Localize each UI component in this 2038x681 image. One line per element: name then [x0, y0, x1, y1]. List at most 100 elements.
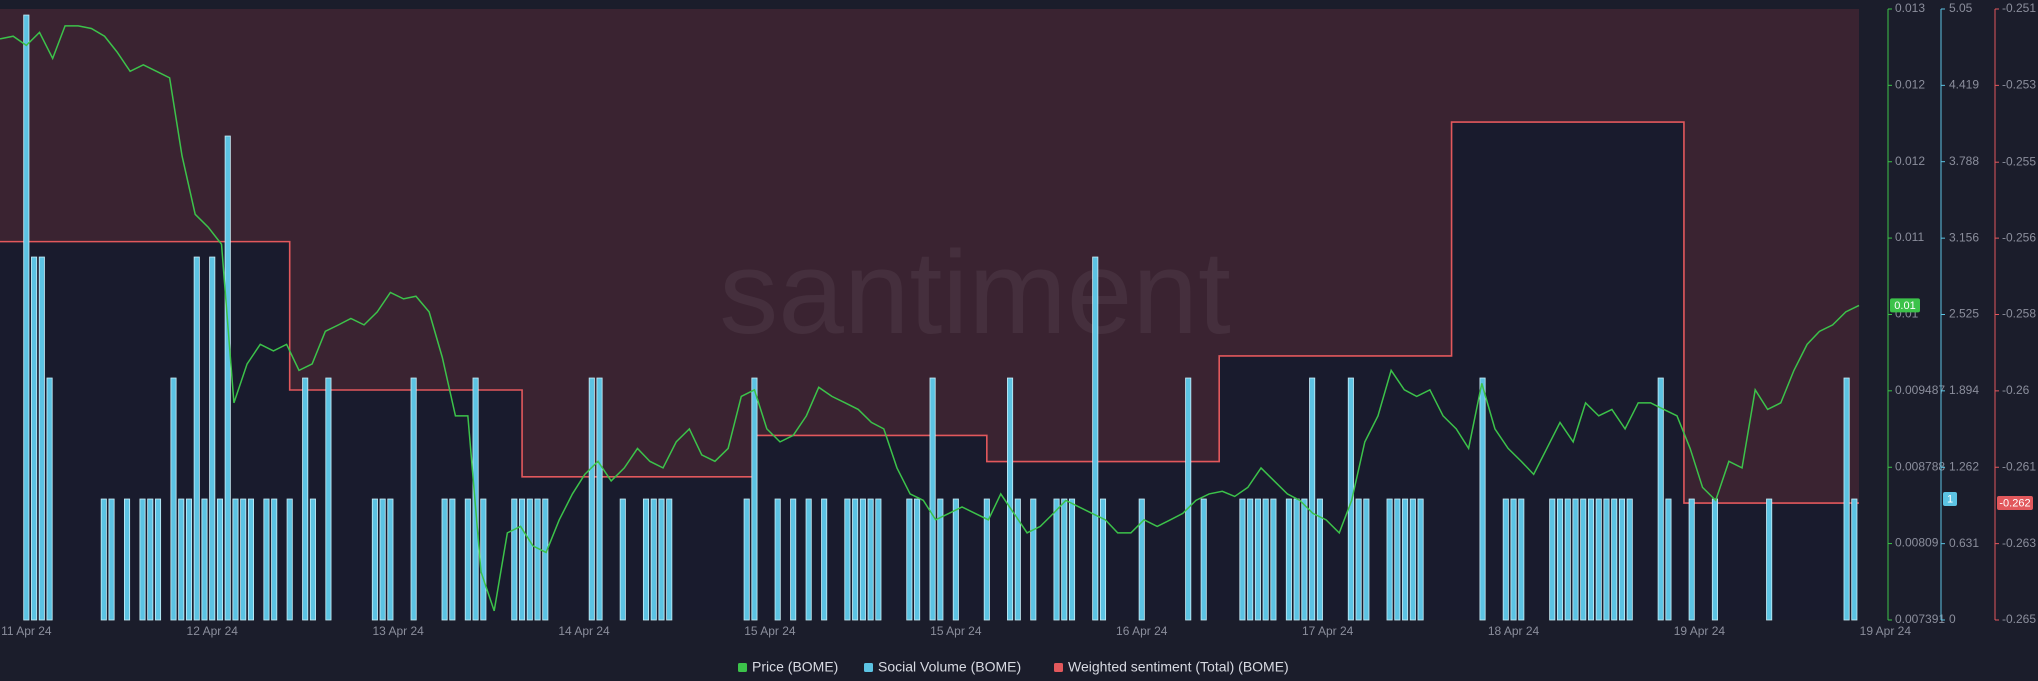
y-tick-label: 0.011	[1895, 230, 1924, 244]
value-badge-label: 1	[1947, 493, 1953, 505]
volume-bar	[1092, 256, 1099, 621]
x-tick-label: 19 Apr 24	[1860, 624, 1912, 638]
value-badge	[1997, 496, 2033, 511]
volume-bar	[240, 498, 247, 621]
volume-bar	[1595, 498, 1602, 621]
volume-bar	[1549, 498, 1556, 621]
sentiment-area	[0, 9, 1859, 504]
x-tick-label: 17 Apr 24	[1302, 624, 1354, 638]
volume-bar	[1580, 498, 1587, 621]
volume-bar	[743, 498, 750, 621]
volume-bar	[774, 498, 781, 621]
x-tick-label: 16 Apr 24	[1116, 624, 1168, 638]
volume-bar	[867, 498, 874, 621]
volume-bar	[247, 498, 254, 621]
volume-bar	[906, 498, 913, 621]
y-tick-label: -0.263	[2002, 536, 2036, 550]
volume-bar	[178, 498, 185, 621]
volume-bar	[1007, 377, 1014, 621]
volume-bar	[1262, 498, 1269, 621]
volume-bar	[929, 377, 936, 621]
volume-bar	[263, 498, 270, 621]
volume-bar	[1099, 498, 1107, 621]
volume-bar	[441, 498, 448, 621]
volume-bar	[1688, 498, 1695, 621]
volume-bar	[914, 498, 921, 621]
y-tick-label: 0.009487	[1895, 383, 1945, 397]
y-tick-label: 3.788	[1949, 154, 1979, 168]
volume-bar	[1239, 498, 1246, 621]
volume-bar	[1014, 498, 1021, 621]
volume-bar	[1518, 498, 1525, 621]
volume-bar	[123, 498, 131, 621]
y-tick-label: -0.258	[2002, 307, 2036, 321]
value-badge	[1890, 298, 1920, 313]
volume-bar	[1564, 498, 1571, 621]
sentiment-line	[0, 121, 1859, 504]
y-tick-label: -0.256	[2002, 230, 2036, 244]
x-tick-label: 14 Apr 24	[558, 624, 610, 638]
y-tick-label: -0.265	[2002, 612, 2036, 626]
volume-bar	[1502, 498, 1509, 621]
volume-bar	[108, 498, 115, 621]
volume-bar	[619, 498, 626, 621]
y-tick-label: 4.419	[1949, 78, 1979, 92]
volume-bar	[31, 256, 38, 621]
volume-bar	[1347, 377, 1354, 621]
volume-bar	[1293, 498, 1300, 621]
volume-bar	[542, 498, 549, 621]
price-line	[0, 25, 1860, 612]
y-tick-label: -0.253	[2002, 78, 2036, 92]
volume-bar	[658, 498, 665, 621]
volume-bar	[1138, 498, 1145, 621]
volume-bar	[216, 498, 224, 621]
volume-bar	[1301, 498, 1308, 621]
y-tick-label: -0.26	[2002, 383, 2030, 397]
volume-bar	[201, 498, 208, 621]
volume-bar	[449, 498, 456, 621]
volume-bar	[875, 498, 882, 621]
volume-bar	[224, 135, 231, 621]
volume-bar	[1185, 377, 1192, 621]
volume-bar	[154, 498, 162, 621]
volume-bar	[983, 498, 990, 621]
volume-bar	[519, 498, 526, 621]
volume-bar	[937, 498, 944, 621]
y-tick-label: -0.255	[2002, 154, 2036, 168]
legend-label: Price (BOME)	[752, 659, 838, 675]
volume-bar	[1766, 498, 1773, 621]
y-tick-label: 0.007391	[1895, 612, 1945, 626]
volume-bar	[1254, 498, 1261, 621]
volume-bar	[790, 498, 797, 621]
volume-bar	[46, 377, 53, 621]
y-tick-label: -0.261	[2002, 459, 2036, 473]
y-tick-label: 0.013	[1895, 1, 1925, 15]
volume-bar	[1417, 498, 1424, 621]
volume-bar	[271, 498, 278, 621]
legend-swatch	[738, 663, 747, 672]
volume-bar	[1479, 377, 1486, 621]
volume-bar	[952, 498, 959, 621]
volume-bar	[1200, 498, 1207, 621]
volume-bar	[1618, 498, 1626, 621]
volume-bar	[1061, 498, 1068, 621]
volume-bar	[534, 498, 541, 621]
volume-bar	[1030, 498, 1037, 621]
volume-bar	[1316, 498, 1323, 621]
value-badge	[1943, 492, 1957, 507]
y-tick-label: 3.156	[1949, 230, 1979, 244]
volume-bar	[1068, 498, 1076, 621]
volume-bar	[325, 377, 332, 621]
legend-label: Weighted sentiment (Total) (BOME)	[1068, 659, 1289, 675]
volume-bar	[1247, 498, 1254, 621]
x-tick-label: 19 Apr 24	[1674, 624, 1726, 638]
volume-bar	[821, 498, 828, 621]
volume-bar	[1626, 498, 1633, 621]
volume-bar	[526, 498, 533, 621]
volume-bar	[1657, 377, 1664, 621]
volume-bar	[38, 256, 45, 621]
volume-bar	[170, 377, 177, 621]
value-badge-label: -0.262	[1999, 497, 2030, 509]
x-tick-label: 15 Apr 24	[930, 624, 982, 638]
volume-bar	[147, 498, 154, 621]
